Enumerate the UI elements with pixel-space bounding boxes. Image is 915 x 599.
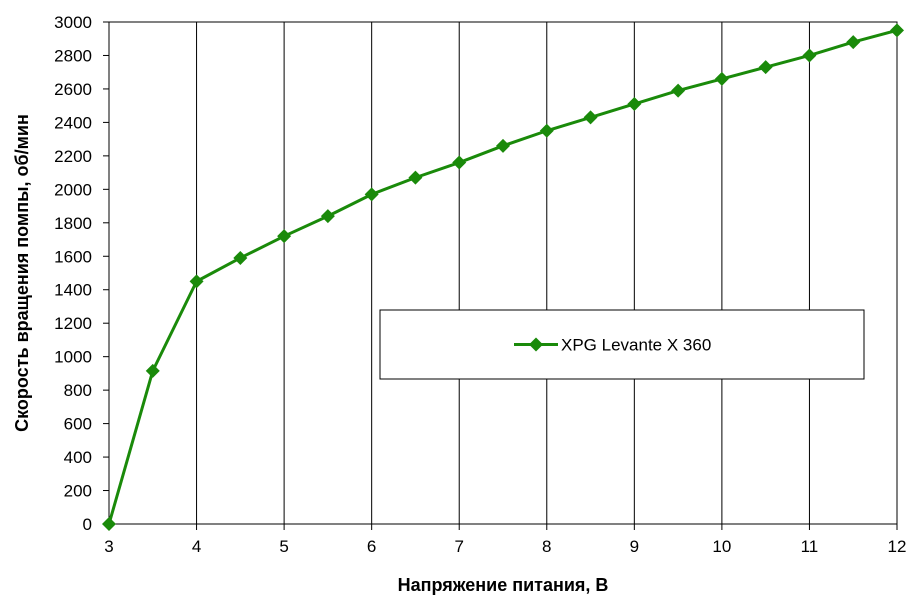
legend-box (379, 309, 865, 380)
x-tick-label: 12 (888, 537, 907, 556)
x-tick-label: 6 (367, 537, 376, 556)
y-tick-label: 200 (64, 482, 92, 501)
y-axis-title: Скорость вращения помпы, об/мин (12, 114, 32, 432)
x-tick-label: 4 (192, 537, 201, 556)
data-point (890, 23, 904, 38)
x-tick-label: 7 (454, 537, 463, 556)
data-point (320, 209, 335, 224)
y-tick-label: 2000 (54, 180, 92, 199)
y-tick-label: 2200 (54, 147, 92, 166)
x-tick-label: 5 (279, 537, 288, 556)
y-tick-label: 600 (64, 415, 92, 434)
y-tick-label: 1400 (54, 281, 92, 300)
data-point (714, 71, 729, 86)
y-axis: 0 200 400 600 800 1000 1200 1400 1600 1800 2000 220… (54, 13, 109, 534)
y-tick-label: 1200 (54, 314, 92, 333)
x-tick-label: 11 (801, 537, 819, 556)
legend: XPG Levante X 360 (379, 309, 865, 380)
data-point (277, 229, 292, 244)
data-point (671, 83, 686, 98)
y-tick-label: 2600 (54, 80, 92, 99)
y-tick-label: 1800 (54, 214, 92, 233)
y-tick-label: 800 (64, 381, 92, 400)
plot-area (108, 21, 898, 525)
legend-marker (529, 337, 543, 352)
data-point (802, 48, 817, 63)
data-point (364, 187, 379, 202)
data-point (145, 363, 160, 378)
x-tick-label: 3 (104, 537, 113, 556)
data-point (408, 170, 423, 185)
data-point (539, 123, 554, 138)
legend-series-label: XPG Levante X 360 (561, 336, 711, 355)
grid-lines (196, 22, 810, 524)
x-axis: 3 4 5 6 7 8 9 10 11 12 (104, 524, 906, 556)
data-point (583, 110, 598, 125)
x-axis-title: Напряжение питания, В (398, 575, 609, 595)
x-tick-label: 9 (630, 537, 639, 556)
series-line (107, 28, 898, 525)
x-tick-label: 10 (712, 537, 731, 556)
y-tick-label: 2800 (54, 46, 92, 65)
y-tick-label: 2400 (54, 113, 92, 132)
y-tick-label: 1600 (54, 247, 92, 266)
y-tick-label: 400 (64, 448, 92, 467)
series-layer (102, 23, 904, 531)
data-point (102, 517, 116, 531)
data-point (846, 35, 861, 50)
data-point (233, 250, 248, 265)
y-tick-label: 3000 (54, 13, 92, 32)
data-point (496, 138, 510, 153)
data-point (452, 155, 467, 170)
data-point (758, 60, 773, 75)
data-point (627, 96, 642, 111)
x-tick-label: 8 (542, 537, 551, 556)
y-tick-label: 1000 (54, 348, 92, 367)
y-tick-label: 0 (83, 515, 92, 534)
data-point (189, 274, 204, 289)
